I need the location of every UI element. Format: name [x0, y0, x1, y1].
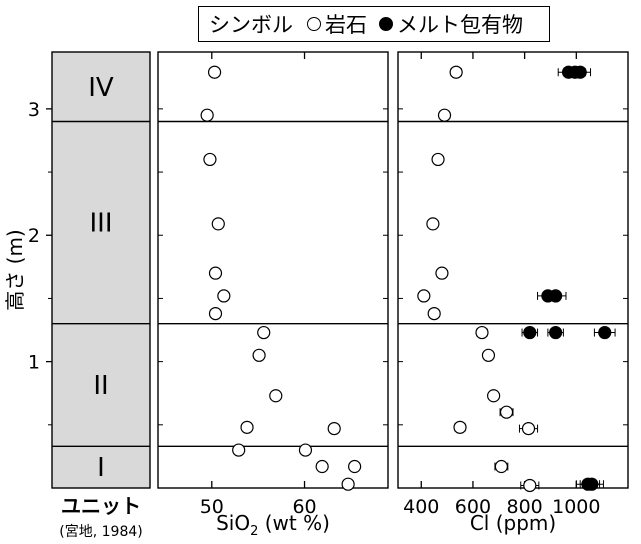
rock-point — [200, 108, 214, 122]
rock-point — [252, 348, 266, 362]
melt-inclusion-point — [598, 325, 612, 340]
legend-open-label: 岩石 — [325, 13, 367, 37]
rock-point — [523, 478, 537, 493]
x-tick-label: 60 — [292, 496, 316, 518]
x-tick-label: 600 — [455, 496, 491, 518]
rock-point — [208, 266, 223, 280]
x-axis-label-sio2: SiO2 (wt %) — [216, 511, 330, 539]
rock-point — [217, 289, 231, 303]
melt-inclusion-point — [549, 325, 563, 340]
rock-point — [417, 289, 431, 303]
rock-point — [232, 443, 246, 457]
melt-inclusion-point — [585, 477, 599, 491]
x-axis-label-cl: Cl (ppm) — [470, 511, 556, 535]
rock-point — [269, 389, 283, 403]
rock-point — [208, 307, 223, 321]
rock-point — [211, 217, 225, 231]
x-tick-label: 800 — [506, 496, 542, 518]
rock-point — [203, 152, 217, 167]
panel-frame — [157, 51, 389, 489]
unit-label-I: I — [97, 453, 105, 483]
unit-label-III: III — [89, 209, 112, 239]
y-tick-label: 2 — [28, 225, 40, 247]
rock-point — [427, 307, 441, 321]
legend-filled-circle-icon — [379, 17, 393, 31]
unit-column-label: ユニット — [61, 494, 141, 518]
rock-point — [437, 108, 452, 122]
rock-point — [298, 443, 313, 457]
y-tick-label: 1 — [28, 352, 40, 374]
y-axis-label: 高さ (m) — [3, 229, 27, 310]
x-tick-label: 1000 — [552, 496, 600, 518]
rock-point — [426, 217, 440, 231]
unit-label-IV: IV — [88, 73, 114, 103]
y-tick-label: 3 — [28, 99, 40, 121]
rock-point — [207, 65, 222, 79]
unit-label-II: II — [93, 371, 108, 401]
rock-point — [327, 422, 341, 436]
rock-point — [348, 459, 362, 474]
rock-point — [475, 325, 489, 340]
rock-point — [494, 459, 508, 474]
rock-point — [341, 477, 355, 491]
rock-point — [240, 420, 254, 434]
rock-point — [315, 459, 329, 474]
rock-point — [499, 405, 514, 419]
rock-point — [435, 266, 449, 280]
panel-frame — [397, 51, 629, 489]
melt-inclusion-point — [573, 65, 587, 79]
rock-point — [521, 422, 536, 436]
rock-point — [481, 348, 496, 362]
rock-point — [487, 389, 501, 403]
legend-box: シンボル 岩石 メルト包有物 — [198, 6, 550, 42]
rock-point — [453, 420, 467, 434]
rock-point — [431, 152, 445, 167]
melt-inclusion-point — [549, 289, 563, 303]
x-tick-label: 400 — [403, 496, 439, 518]
rock-point — [449, 65, 463, 79]
x-tick-label: 50 — [200, 496, 224, 518]
melt-inclusion-point — [523, 325, 537, 340]
legend-open-circle-icon — [307, 17, 321, 31]
rock-point — [257, 325, 271, 340]
legend-filled-label: メルト包有物 — [397, 13, 523, 37]
unit-column-frame — [51, 51, 151, 489]
unit-column-credit: (宮地, 1984) — [59, 524, 142, 540]
legend-title: シンボル — [209, 13, 293, 37]
